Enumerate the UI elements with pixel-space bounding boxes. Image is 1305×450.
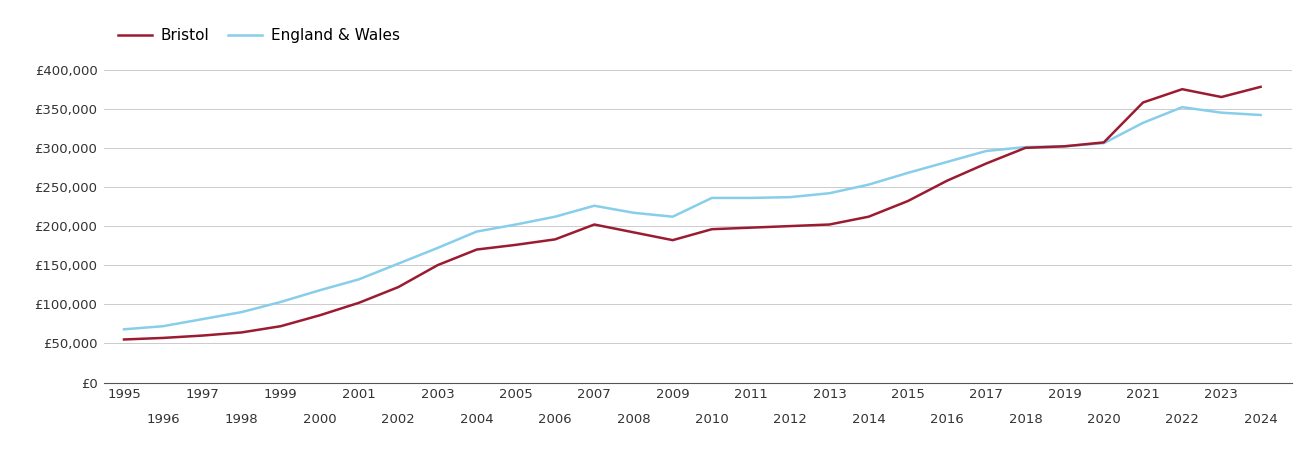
England & Wales [1253,112,1268,118]
Bristol [1018,145,1034,151]
Bristol [1096,140,1112,145]
England & Wales [586,203,602,208]
Line: England & Wales: England & Wales [124,107,1261,329]
England & Wales [194,316,210,322]
England & Wales [625,210,641,216]
Bristol [429,262,445,268]
Legend: Bristol, England & Wales: Bristol, England & Wales [112,22,406,50]
Bristol [822,222,838,227]
Bristol [1174,86,1190,92]
England & Wales [468,229,484,234]
Bristol [586,222,602,227]
England & Wales [1214,110,1229,115]
England & Wales [429,245,445,251]
England & Wales [664,214,680,220]
England & Wales [155,324,171,329]
England & Wales [508,222,523,227]
England & Wales [705,195,720,201]
Bristol [508,242,523,248]
Bristol [705,226,720,232]
Bristol [861,214,877,220]
Bristol [155,335,171,341]
England & Wales [1174,104,1190,110]
Bristol [1214,94,1229,100]
Bristol [390,284,406,290]
England & Wales [900,170,916,176]
England & Wales [390,261,406,266]
Bristol [234,330,249,335]
Bristol [468,247,484,252]
England & Wales [1018,144,1034,150]
England & Wales [783,194,799,200]
Bristol [744,225,760,230]
England & Wales [861,182,877,187]
England & Wales [116,327,132,332]
England & Wales [1057,144,1073,149]
Bristol [1057,144,1073,149]
Bristol [979,161,994,166]
England & Wales [822,190,838,196]
England & Wales [234,310,249,315]
Bristol [1135,100,1151,105]
England & Wales [351,277,367,282]
England & Wales [1135,120,1151,126]
Bristol [783,223,799,229]
England & Wales [979,148,994,154]
Bristol [547,237,562,242]
Bristol [312,313,328,318]
England & Wales [312,288,328,293]
England & Wales [744,195,760,201]
Bristol [116,337,132,342]
Line: Bristol: Bristol [124,87,1261,339]
England & Wales [547,214,562,220]
Bristol [1253,84,1268,90]
England & Wales [1096,140,1112,146]
Bristol [273,324,288,329]
England & Wales [273,299,288,305]
Bristol [940,178,955,184]
Bristol [351,300,367,306]
England & Wales [940,159,955,165]
Bristol [625,230,641,235]
Bristol [664,238,680,243]
Bristol [900,198,916,204]
Bristol [194,333,210,338]
